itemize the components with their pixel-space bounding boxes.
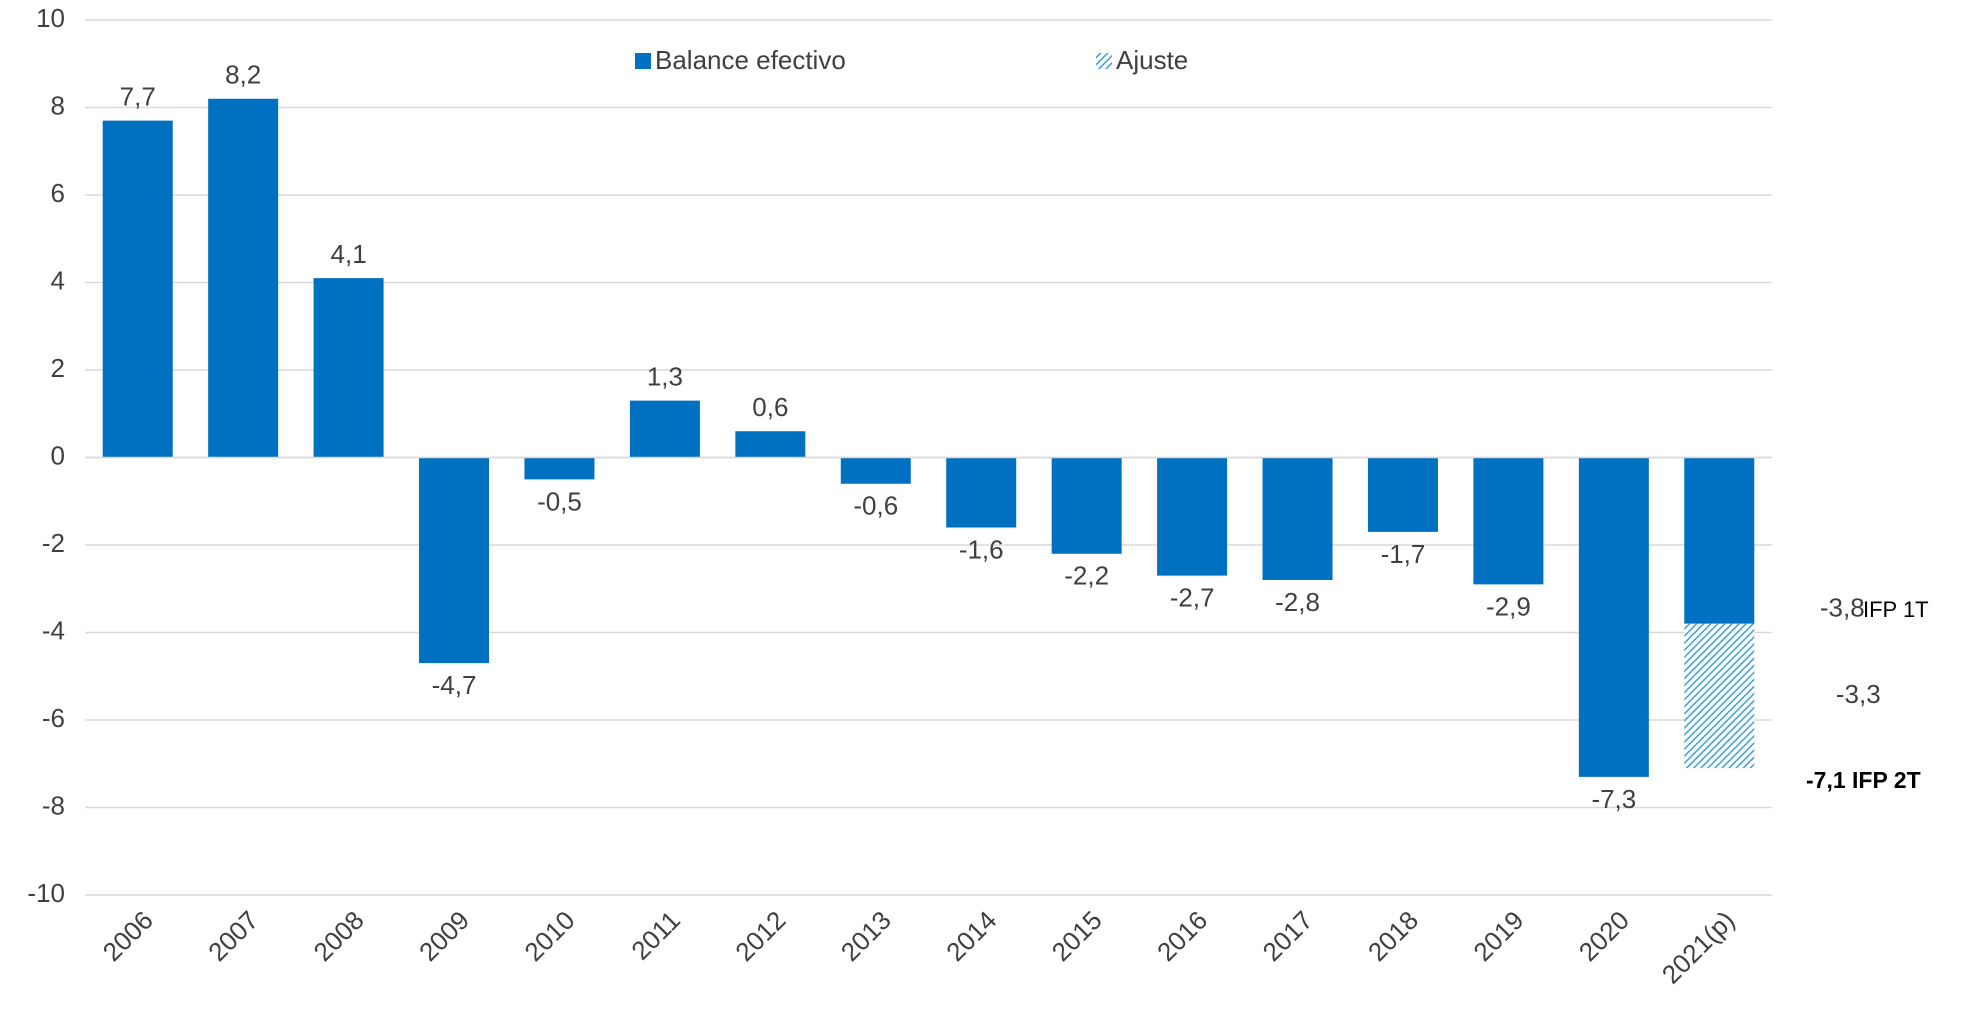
- y-tick-label: -2: [42, 528, 65, 558]
- x-tick-label: 2013: [835, 905, 897, 967]
- data-label: -1,6: [959, 534, 1004, 564]
- data-label: 7,7: [120, 82, 156, 112]
- data-label: -0,6: [853, 491, 898, 521]
- bar: [1684, 457, 1755, 624]
- data-label: 0,6: [752, 392, 788, 422]
- bar: [1051, 457, 1122, 554]
- y-tick-label: -6: [42, 703, 65, 733]
- x-tick-label: 2020: [1573, 905, 1635, 967]
- bar: [1578, 457, 1649, 777]
- y-tick-label: -10: [27, 878, 65, 908]
- x-tick-label: 2018: [1362, 905, 1424, 967]
- y-tick-label: 0: [51, 440, 65, 470]
- y-tick-label: -4: [42, 615, 65, 645]
- bar: [1367, 457, 1438, 532]
- x-tick-label: 2014: [940, 905, 1002, 967]
- annotation: IFP 1T: [1863, 597, 1929, 622]
- bar: [840, 457, 911, 484]
- bar: [419, 457, 490, 664]
- data-label: 1,3: [647, 362, 683, 392]
- data-label: -2,2: [1064, 561, 1109, 591]
- legend-swatch: [1096, 53, 1112, 69]
- x-tick-label: 2008: [308, 905, 370, 967]
- data-label: 4,1: [331, 239, 367, 269]
- data-label: 8,2: [225, 60, 261, 90]
- bar: [1684, 623, 1755, 769]
- data-label: -0,5: [537, 486, 582, 516]
- y-tick-label: -8: [42, 790, 65, 820]
- bar: [735, 431, 806, 458]
- data-label: -2,8: [1275, 587, 1320, 617]
- x-tick-label: 2009: [413, 905, 475, 967]
- y-tick-label: 4: [51, 265, 65, 295]
- data-label: -7,3: [1591, 784, 1636, 814]
- data-label: -3,8: [1820, 593, 1865, 623]
- y-tick-label: 8: [51, 90, 65, 120]
- bar: [1473, 457, 1544, 585]
- y-tick-label: 2: [51, 353, 65, 383]
- bar: [946, 457, 1017, 528]
- annotation: -7,1 IFP 2T: [1806, 767, 1921, 793]
- bar: [313, 278, 384, 458]
- x-tick-label: 2006: [97, 905, 159, 967]
- x-tick-label: 2010: [518, 905, 580, 967]
- bar: [629, 400, 700, 458]
- bar: [1262, 457, 1333, 580]
- x-tick-label: 2019: [1467, 905, 1529, 967]
- data-label: -2,7: [1170, 583, 1215, 613]
- x-tick-label: 2017: [1257, 905, 1319, 967]
- legend-label: Ajuste: [1116, 45, 1188, 75]
- data-label: -3,3: [1836, 679, 1881, 709]
- x-tick-label: 2011: [625, 905, 686, 966]
- bar: [102, 120, 173, 458]
- data-label: -1,7: [1381, 539, 1426, 569]
- x-tick-label: 2007: [202, 905, 264, 967]
- data-label: -2,9: [1486, 591, 1531, 621]
- x-tick-label: 2015: [1046, 905, 1108, 967]
- x-tick-label: 2021(p): [1656, 905, 1741, 990]
- legend-label: Balance efectivo: [655, 45, 846, 75]
- bar: [208, 98, 279, 458]
- y-tick-label: 10: [36, 3, 65, 33]
- bar: [524, 457, 595, 480]
- legend-swatch: [635, 53, 651, 69]
- data-label: -4,7: [432, 670, 477, 700]
- x-tick-label: 2012: [729, 905, 791, 967]
- y-tick-label: 6: [51, 178, 65, 208]
- x-tick-label: 2016: [1151, 905, 1213, 967]
- bar: [1157, 457, 1228, 576]
